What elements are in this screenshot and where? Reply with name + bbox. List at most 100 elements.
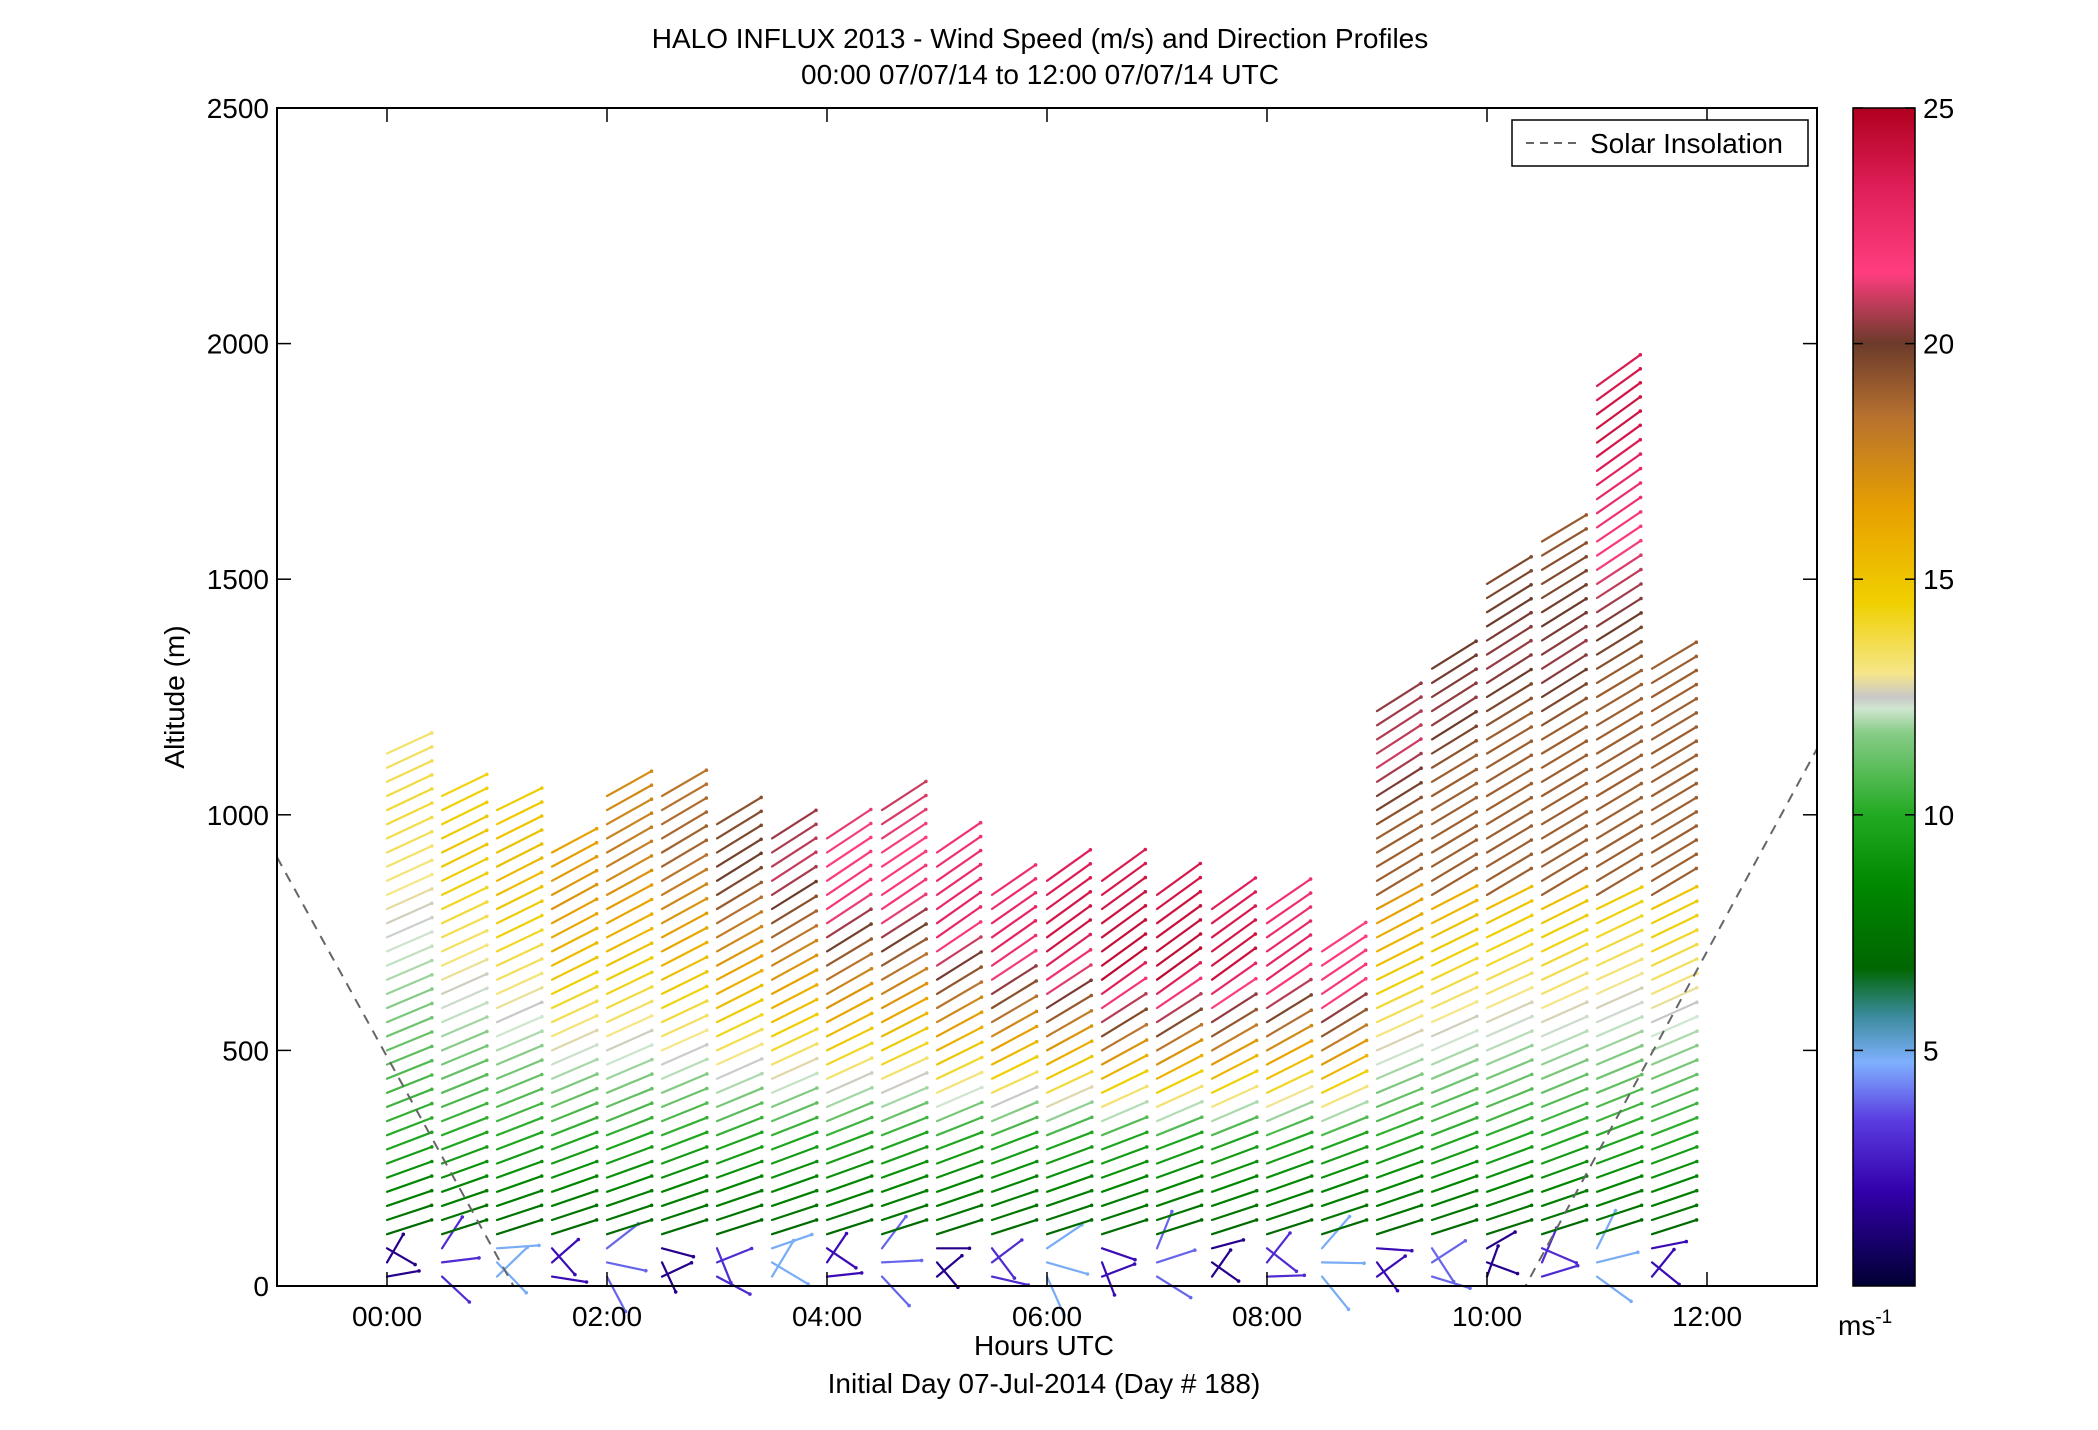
wind-arrow-head	[814, 864, 818, 869]
wind-arrow	[825, 1056, 873, 1080]
wind-arrow	[495, 800, 543, 826]
wind-arrow	[1265, 947, 1312, 981]
wind-arrow-head	[980, 1085, 984, 1090]
wind-arrow	[1540, 1044, 1589, 1066]
wind-arrow	[825, 864, 872, 897]
wind-arrow-head	[1034, 1024, 1039, 1029]
wind-arrow	[825, 1101, 873, 1123]
wind-arrow	[935, 1204, 983, 1222]
wind-arrow-head	[595, 1043, 599, 1047]
wind-arrow	[715, 896, 763, 925]
wind-arrow	[1650, 914, 1698, 939]
wind-arrow-head	[1035, 1055, 1039, 1059]
wind-arrow	[605, 798, 653, 826]
wind-arrow-head	[1302, 1273, 1307, 1278]
wind-arrow	[1100, 932, 1147, 967]
wind-arrow	[1430, 1239, 1467, 1264]
wind-arrow	[550, 1043, 599, 1066]
wind-arrow-head	[759, 1203, 764, 1208]
wind-arrow	[990, 1145, 1038, 1165]
wind-arrow-head	[869, 952, 874, 956]
wind-arrow	[1265, 933, 1312, 967]
wind-arrow-head	[870, 1145, 874, 1149]
wind-arrow	[990, 905, 1037, 939]
wind-arrow-head	[1584, 653, 1588, 657]
wind-arrow	[1485, 986, 1533, 1010]
wind-arrow	[1595, 597, 1643, 628]
wind-arrow	[660, 912, 708, 939]
wind-arrow	[1485, 1244, 1500, 1278]
wind-arrow-head	[1694, 852, 1699, 857]
wind-arrow-head	[1419, 751, 1423, 756]
wind-arrow-head	[1475, 1145, 1479, 1149]
wind-arrow	[1210, 1261, 1240, 1283]
wind-arrow-head	[594, 1203, 599, 1208]
wind-arrow-head	[1253, 946, 1258, 950]
wind-arrow-head	[1529, 711, 1534, 715]
wind-arrow	[715, 954, 763, 981]
wind-arrow	[495, 856, 543, 882]
wind-arrow-head	[1530, 1145, 1534, 1149]
wind-arrow	[495, 1044, 544, 1066]
wind-arrow-head	[1475, 1072, 1479, 1077]
wind-arrow	[1595, 1044, 1644, 1066]
wind-arrow-head	[705, 1057, 709, 1062]
wind-arrow-head	[980, 1115, 984, 1120]
wind-arrow	[770, 939, 818, 967]
wind-arrow	[495, 1244, 541, 1250]
wind-arrow-head	[1694, 697, 1699, 701]
wind-arrow	[880, 1145, 928, 1165]
wind-arrow	[990, 979, 1038, 1010]
wind-arrow	[440, 1204, 488, 1222]
wind-arrow-head	[594, 854, 599, 859]
wind-arrow-head	[1639, 1188, 1644, 1193]
wind-arrow	[1210, 1174, 1258, 1193]
wind-arrow	[1650, 683, 1698, 713]
wind-arrow-head	[650, 1014, 654, 1018]
wind-arrow	[1485, 1160, 1533, 1179]
wind-arrow	[440, 1015, 488, 1038]
wind-arrow	[1210, 1054, 1258, 1080]
wind-arrow-head	[1090, 1085, 1094, 1089]
wind-arrow-head	[540, 786, 544, 790]
wind-arrow-head	[924, 981, 929, 986]
wind-arrow-head	[978, 834, 983, 839]
wind-arrow	[1100, 1131, 1148, 1151]
wind-arrow	[1540, 1116, 1588, 1137]
wind-arrow-head	[1694, 725, 1699, 729]
wind-arrow-head	[1364, 1174, 1369, 1178]
wind-arrow-head	[649, 825, 654, 829]
wind-arrow-head	[1308, 905, 1313, 909]
wind-arrow	[880, 1042, 928, 1066]
wind-arrow	[550, 941, 598, 967]
wind-arrow	[1100, 1189, 1148, 1208]
wind-arrow	[825, 1189, 873, 1208]
wind-arrow	[385, 1145, 433, 1165]
wind-arrow-head	[1199, 1188, 1204, 1193]
wind-arrow	[1320, 1261, 1366, 1265]
wind-arrow-head	[1254, 1218, 1259, 1222]
wind-arrow-head	[1530, 1130, 1534, 1135]
wind-arrow	[1265, 978, 1313, 1010]
wind-arrow-head	[1310, 1130, 1314, 1135]
wind-arrow-head	[430, 872, 434, 877]
wind-arrow	[605, 1275, 627, 1313]
wind-arrow	[660, 868, 708, 897]
wind-arrow	[440, 1102, 488, 1123]
wind-arrow	[385, 887, 433, 911]
wind-arrow-head	[1143, 961, 1148, 965]
wind-arrow-head	[1144, 1053, 1149, 1058]
wind-arrow	[825, 1271, 863, 1278]
wind-arrow	[1375, 752, 1423, 783]
wind-arrow-head	[1254, 976, 1258, 981]
wind-arrow-head	[430, 987, 434, 991]
wind-arrow	[1430, 838, 1478, 868]
wind-arrow	[935, 1026, 983, 1052]
wind-arrow-head	[1419, 723, 1423, 727]
wind-arrow-head	[1145, 1069, 1149, 1073]
wind-arrow-head	[980, 1070, 984, 1075]
wind-arrow	[660, 1116, 708, 1137]
wind-arrow-head	[704, 882, 709, 886]
wind-arrow-head	[540, 913, 544, 918]
wind-arrow-head	[1695, 1145, 1699, 1149]
